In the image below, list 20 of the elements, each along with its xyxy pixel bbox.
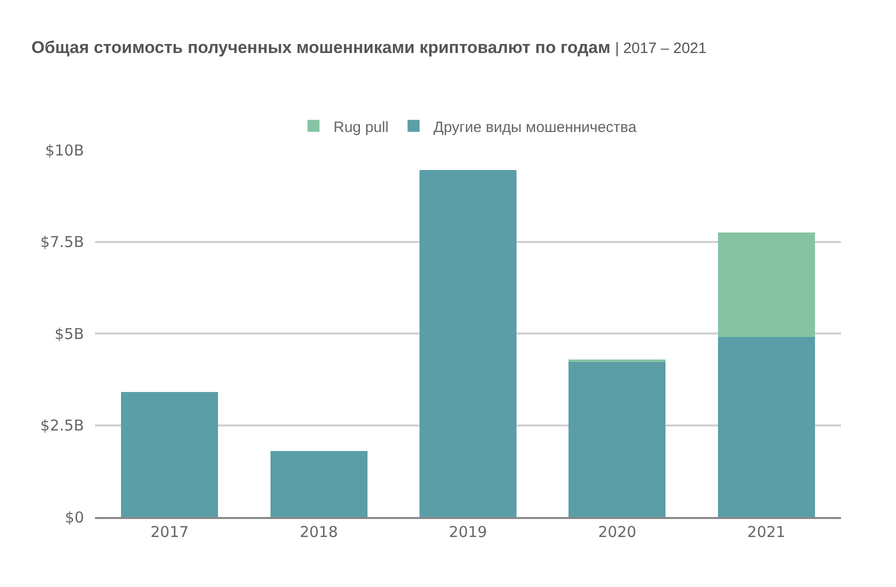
bar (718, 337, 815, 517)
chart-title: Общая стоимость полученных мошенниками криптовалют по годам (31, 38, 610, 57)
bar (420, 170, 516, 517)
x-tick-label: 2019 (448, 523, 488, 541)
y-tick-label: $10B (45, 141, 84, 160)
bar (270, 450, 368, 517)
bar (568, 361, 666, 517)
x-tick-label: 2017 (150, 523, 189, 541)
bar (718, 232, 815, 338)
legend-label: Другие виды мошенничества (434, 118, 638, 136)
chart-subtitle: | 2017 – 2021 (615, 40, 707, 57)
y-tick-label: $2.5B (40, 416, 84, 434)
y-tick-label: $7.5B (40, 233, 84, 251)
y-tick-label: $0 (64, 508, 84, 526)
x-tick-label: 2021 (747, 523, 786, 541)
x-tick-label: 2018 (300, 523, 338, 541)
legend-label: Rug pull (334, 118, 389, 136)
bar (121, 392, 218, 517)
y-tick-label: $5B (54, 324, 84, 343)
x-tick-label: 2020 (598, 523, 636, 541)
